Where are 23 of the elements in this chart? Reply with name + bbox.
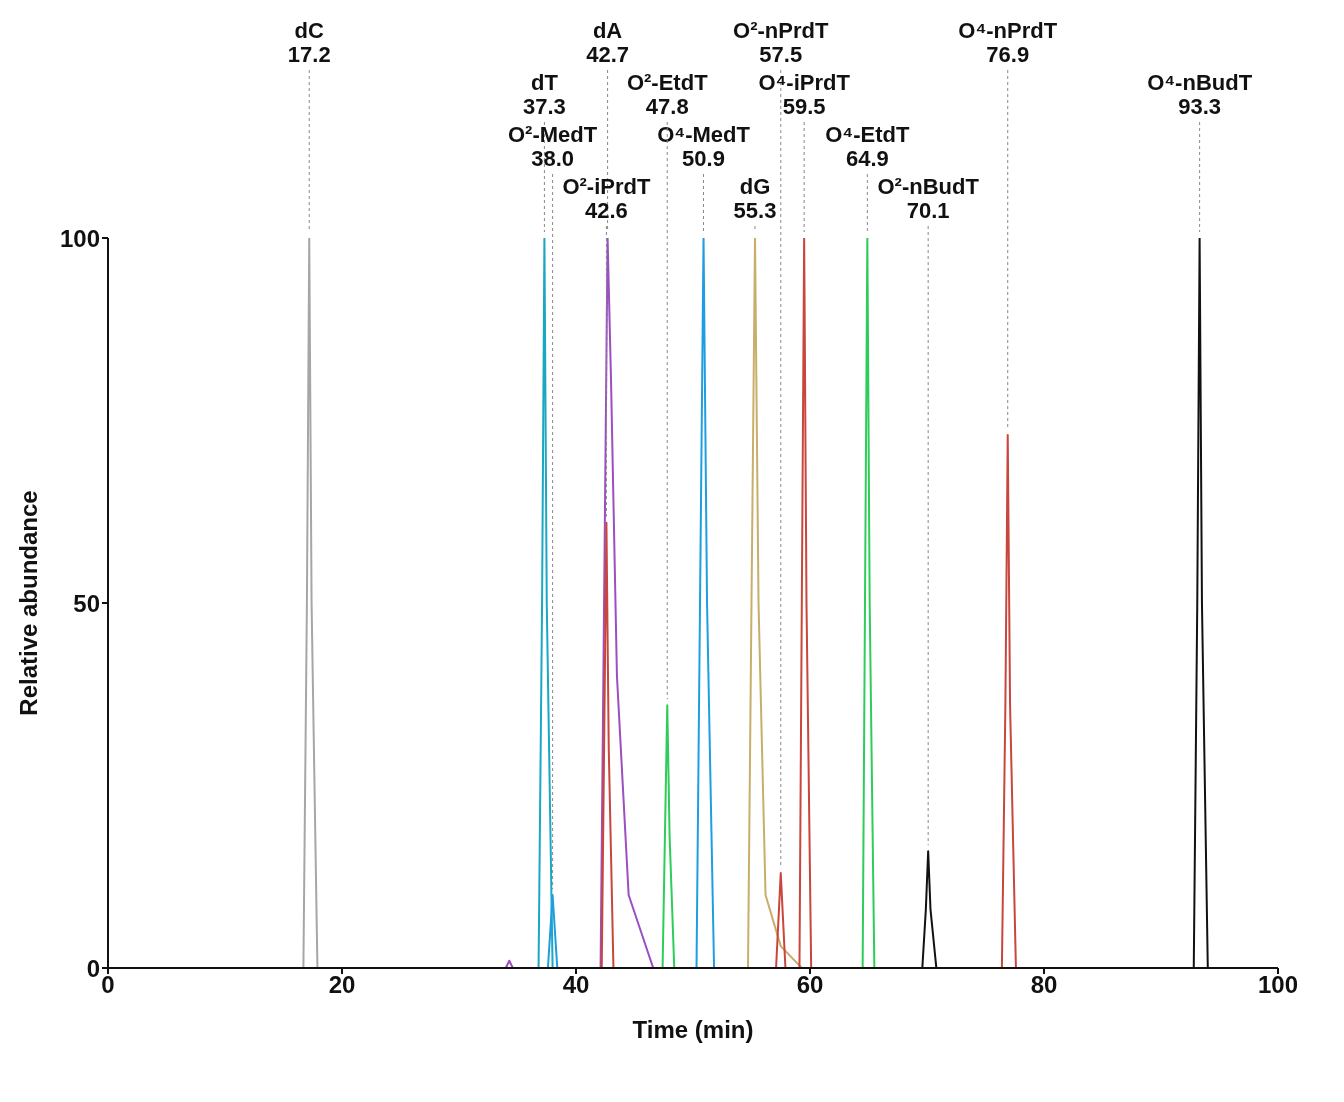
annotation: O²-nBudT 70.1 bbox=[877, 174, 980, 223]
annotation: O²-iPrdT 42.6 bbox=[562, 174, 651, 223]
x-tick-label: 20 bbox=[328, 971, 356, 999]
annotation: O²-EtdT 47.8 bbox=[626, 70, 709, 119]
annotation: O⁴-nBudT 93.3 bbox=[1147, 70, 1253, 119]
annotation: dG 55.3 bbox=[733, 174, 777, 223]
y-tick-label: 100 bbox=[59, 224, 100, 252]
annotation: dA 42.7 bbox=[586, 18, 629, 67]
x-tick-label: 60 bbox=[796, 971, 824, 999]
annotation: O²-nPrdT 57.5 bbox=[733, 18, 829, 67]
x-axis-title: Time (min) bbox=[632, 1016, 754, 1043]
annotation: O²-MedT 38.0 bbox=[508, 122, 598, 171]
y-axis-title: Relative abundance bbox=[14, 490, 42, 716]
annotation: dT 37.3 bbox=[523, 70, 566, 119]
x-tick-label: 100 bbox=[1257, 971, 1299, 999]
y-tick-label: 50 bbox=[73, 589, 100, 617]
annotation: O⁴-iPrdT 59.5 bbox=[758, 70, 851, 119]
x-tick-label: 40 bbox=[562, 971, 590, 999]
x-tick-label: 80 bbox=[1030, 971, 1058, 999]
y-tick-label: 0 bbox=[86, 954, 100, 982]
annotation: O⁴-nPrdT 76.9 bbox=[958, 18, 1058, 67]
annotation: O⁴-EtdT 64.9 bbox=[825, 122, 910, 171]
annotation: dC 17.2 bbox=[287, 18, 331, 67]
